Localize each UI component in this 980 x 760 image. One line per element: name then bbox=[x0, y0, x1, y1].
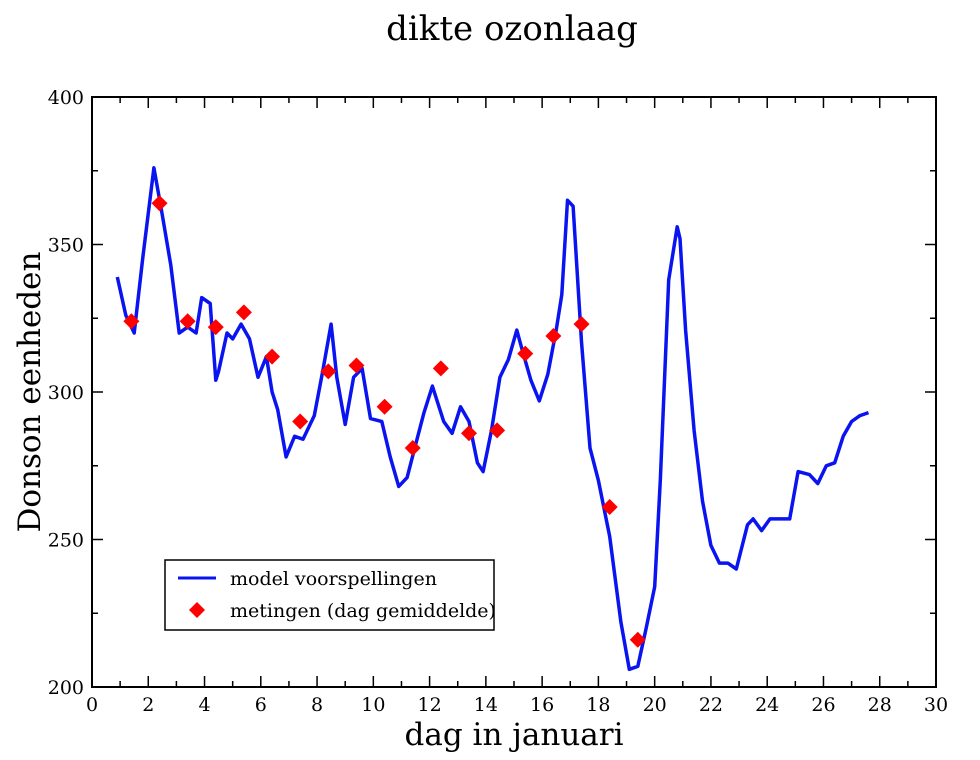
x-tick-label: 2 bbox=[142, 694, 154, 716]
y-tick-label: 250 bbox=[48, 530, 84, 552]
x-tick-label: 24 bbox=[755, 694, 779, 716]
measurement-point bbox=[460, 425, 477, 442]
x-axis-label: dag in januari bbox=[405, 717, 624, 753]
measurement-point bbox=[629, 631, 646, 648]
measurement-point bbox=[151, 195, 168, 212]
measurement-point bbox=[320, 363, 337, 380]
measurement-point bbox=[264, 348, 281, 365]
x-tick-label: 16 bbox=[530, 694, 554, 716]
measurement-point bbox=[123, 313, 140, 330]
measurement-point bbox=[376, 398, 393, 415]
x-tick-label: 4 bbox=[198, 694, 210, 716]
x-tick-label: 12 bbox=[418, 694, 442, 716]
axes: 0 2 4 6 8 10 12 14 16 18 20 22 24 26 28 302002503003504… bbox=[48, 87, 948, 716]
legend-marker-swatch bbox=[189, 602, 205, 618]
x-tick-label: 10 bbox=[361, 694, 385, 716]
measurement-point bbox=[432, 360, 449, 377]
legend-box bbox=[164, 559, 495, 631]
plot-series bbox=[115, 166, 870, 672]
y-tick-label: 350 bbox=[48, 235, 84, 257]
legend-label-model: model voorspellingen bbox=[230, 568, 437, 590]
x-tick-label: 0 bbox=[86, 694, 98, 716]
y-tick-label: 300 bbox=[48, 382, 84, 404]
measurement-point bbox=[489, 422, 506, 439]
measurement-point bbox=[517, 345, 534, 362]
x-tick-label: 22 bbox=[699, 694, 723, 716]
y-axis-label: Donson eenheden bbox=[12, 251, 48, 532]
x-tick-label: 8 bbox=[311, 694, 323, 716]
measurement-point bbox=[207, 319, 224, 336]
measurement-point bbox=[573, 316, 590, 333]
measurement-point bbox=[348, 357, 365, 374]
y-tick-label: 200 bbox=[48, 677, 84, 699]
x-tick-label: 18 bbox=[586, 694, 610, 716]
x-tick-label: 6 bbox=[255, 694, 267, 716]
x-tick-label: 20 bbox=[643, 694, 667, 716]
x-tick-label: 14 bbox=[474, 694, 498, 716]
measurement-point bbox=[292, 413, 309, 430]
legend: model voorspellingen metingen (dag gemid… bbox=[164, 559, 496, 631]
x-tick-label: 30 bbox=[924, 694, 948, 716]
measurement-point bbox=[404, 440, 421, 457]
chart-title: dikte ozonlaag bbox=[386, 9, 638, 49]
plot-frame bbox=[91, 96, 937, 688]
measurement-point bbox=[545, 327, 562, 344]
measurement-point bbox=[601, 499, 618, 516]
x-tick-label: 26 bbox=[811, 694, 835, 716]
y-tick-label: 400 bbox=[48, 87, 84, 109]
measurement-point bbox=[235, 304, 252, 321]
measurement-point bbox=[179, 313, 196, 330]
legend-label-measurements: metingen (dag gemiddelde) bbox=[230, 600, 496, 622]
x-tick-label: 28 bbox=[868, 694, 892, 716]
